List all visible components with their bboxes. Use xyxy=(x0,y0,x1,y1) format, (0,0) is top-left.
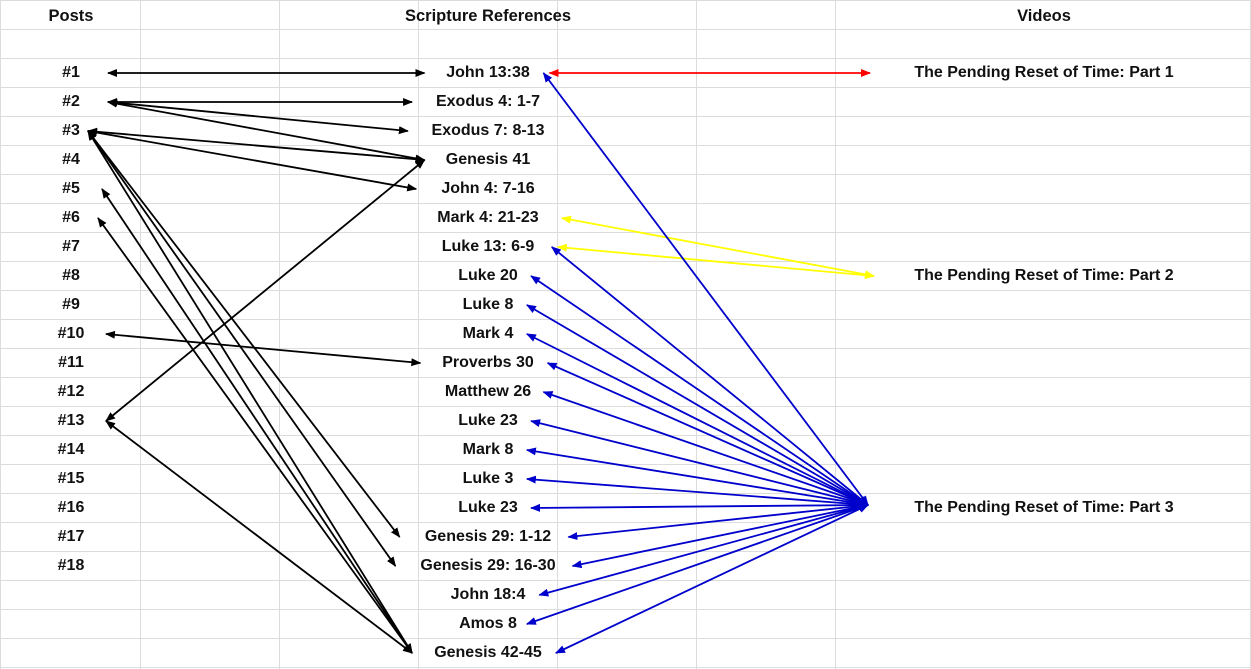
post-scripture-link xyxy=(107,98,409,135)
scripture-label: John 13:38 xyxy=(446,64,530,81)
post-label: #13 xyxy=(57,412,85,429)
scripture-label: John 4: 7-16 xyxy=(441,180,535,197)
post-label: #9 xyxy=(62,296,80,313)
post-label: #15 xyxy=(57,470,85,487)
scripture-label: Matthew 26 xyxy=(444,383,532,400)
video-label: The Pending Reset of Time: Part 2 xyxy=(914,267,1174,284)
part3-link xyxy=(542,72,869,506)
scripture-label: Mark 4: 21-23 xyxy=(437,209,539,226)
grid-row-line xyxy=(0,0,1251,1)
post-label: #16 xyxy=(57,499,85,516)
scripture-column-header: Scripture References xyxy=(405,7,571,25)
post-label: #1 xyxy=(62,64,80,81)
scripture-label: Genesis 41 xyxy=(445,151,531,168)
post-label: #5 xyxy=(62,180,80,197)
post-scripture-link xyxy=(105,420,413,654)
post-label: #10 xyxy=(57,325,85,342)
post-scripture-link xyxy=(105,159,426,422)
part2-link xyxy=(560,215,875,279)
video-label: The Pending Reset of Time: Part 1 xyxy=(914,64,1174,81)
post-label: #12 xyxy=(57,383,85,400)
scripture-label: Genesis 29: 16-30 xyxy=(420,557,556,574)
post-scripture-link xyxy=(87,127,426,164)
post-label: #8 xyxy=(62,267,80,284)
grid-row-line xyxy=(0,58,1251,59)
post-label: #7 xyxy=(62,238,80,255)
scripture-label: Luke 13: 6-9 xyxy=(441,238,535,255)
post-scripture-link xyxy=(87,128,418,192)
part3-link xyxy=(530,275,869,506)
scripture-label: Luke 3 xyxy=(462,470,514,487)
post-label: #3 xyxy=(62,122,80,139)
post-scripture-link xyxy=(107,99,426,163)
post-scripture-link xyxy=(101,188,413,654)
video-label: The Pending Reset of Time: Part 3 xyxy=(914,499,1174,516)
scripture-label: Genesis 42-45 xyxy=(434,644,542,661)
grid-row-line xyxy=(0,667,1251,668)
post-label: #4 xyxy=(62,151,80,168)
scripture-label: Amos 8 xyxy=(459,615,517,632)
posts-column-header: Posts xyxy=(48,7,94,25)
part3-link xyxy=(525,475,869,509)
post-label: #6 xyxy=(62,209,80,226)
post-label: #17 xyxy=(57,528,85,545)
scripture-label: Proverbs 30 xyxy=(442,354,534,371)
part3-link xyxy=(526,333,869,506)
part3-link xyxy=(530,501,869,512)
post-label: #2 xyxy=(62,93,80,110)
scripture-label: Luke 23 xyxy=(458,412,518,429)
scripture-label: Exodus 4: 1-7 xyxy=(435,93,541,110)
post-scripture-link xyxy=(97,217,413,654)
grid-row-line xyxy=(0,29,1251,30)
scripture-label: Mark 4 xyxy=(462,325,514,342)
scripture-label: Genesis 29: 1-12 xyxy=(424,528,552,545)
scripture-label: Luke 23 xyxy=(458,499,518,516)
scripture-label: Luke 20 xyxy=(458,267,518,284)
post-scripture-link xyxy=(87,130,401,538)
scripture-label: John 18:4 xyxy=(450,586,526,603)
post-label: #18 xyxy=(57,557,85,574)
grid-col-line xyxy=(0,0,1,669)
post-label: #14 xyxy=(57,441,85,458)
part3-link xyxy=(525,447,869,508)
scripture-label: Luke 8 xyxy=(462,296,514,313)
part3-link xyxy=(555,504,869,654)
videos-column-header: Videos xyxy=(1017,7,1071,25)
scripture-label: Mark 8 xyxy=(462,441,514,458)
part2-link xyxy=(556,243,875,280)
post-scripture-link xyxy=(87,130,397,567)
scripture-label: Exodus 7: 8-13 xyxy=(431,122,545,139)
part3-link xyxy=(538,503,869,597)
post-label: #11 xyxy=(58,354,84,371)
part3-link xyxy=(526,304,869,506)
